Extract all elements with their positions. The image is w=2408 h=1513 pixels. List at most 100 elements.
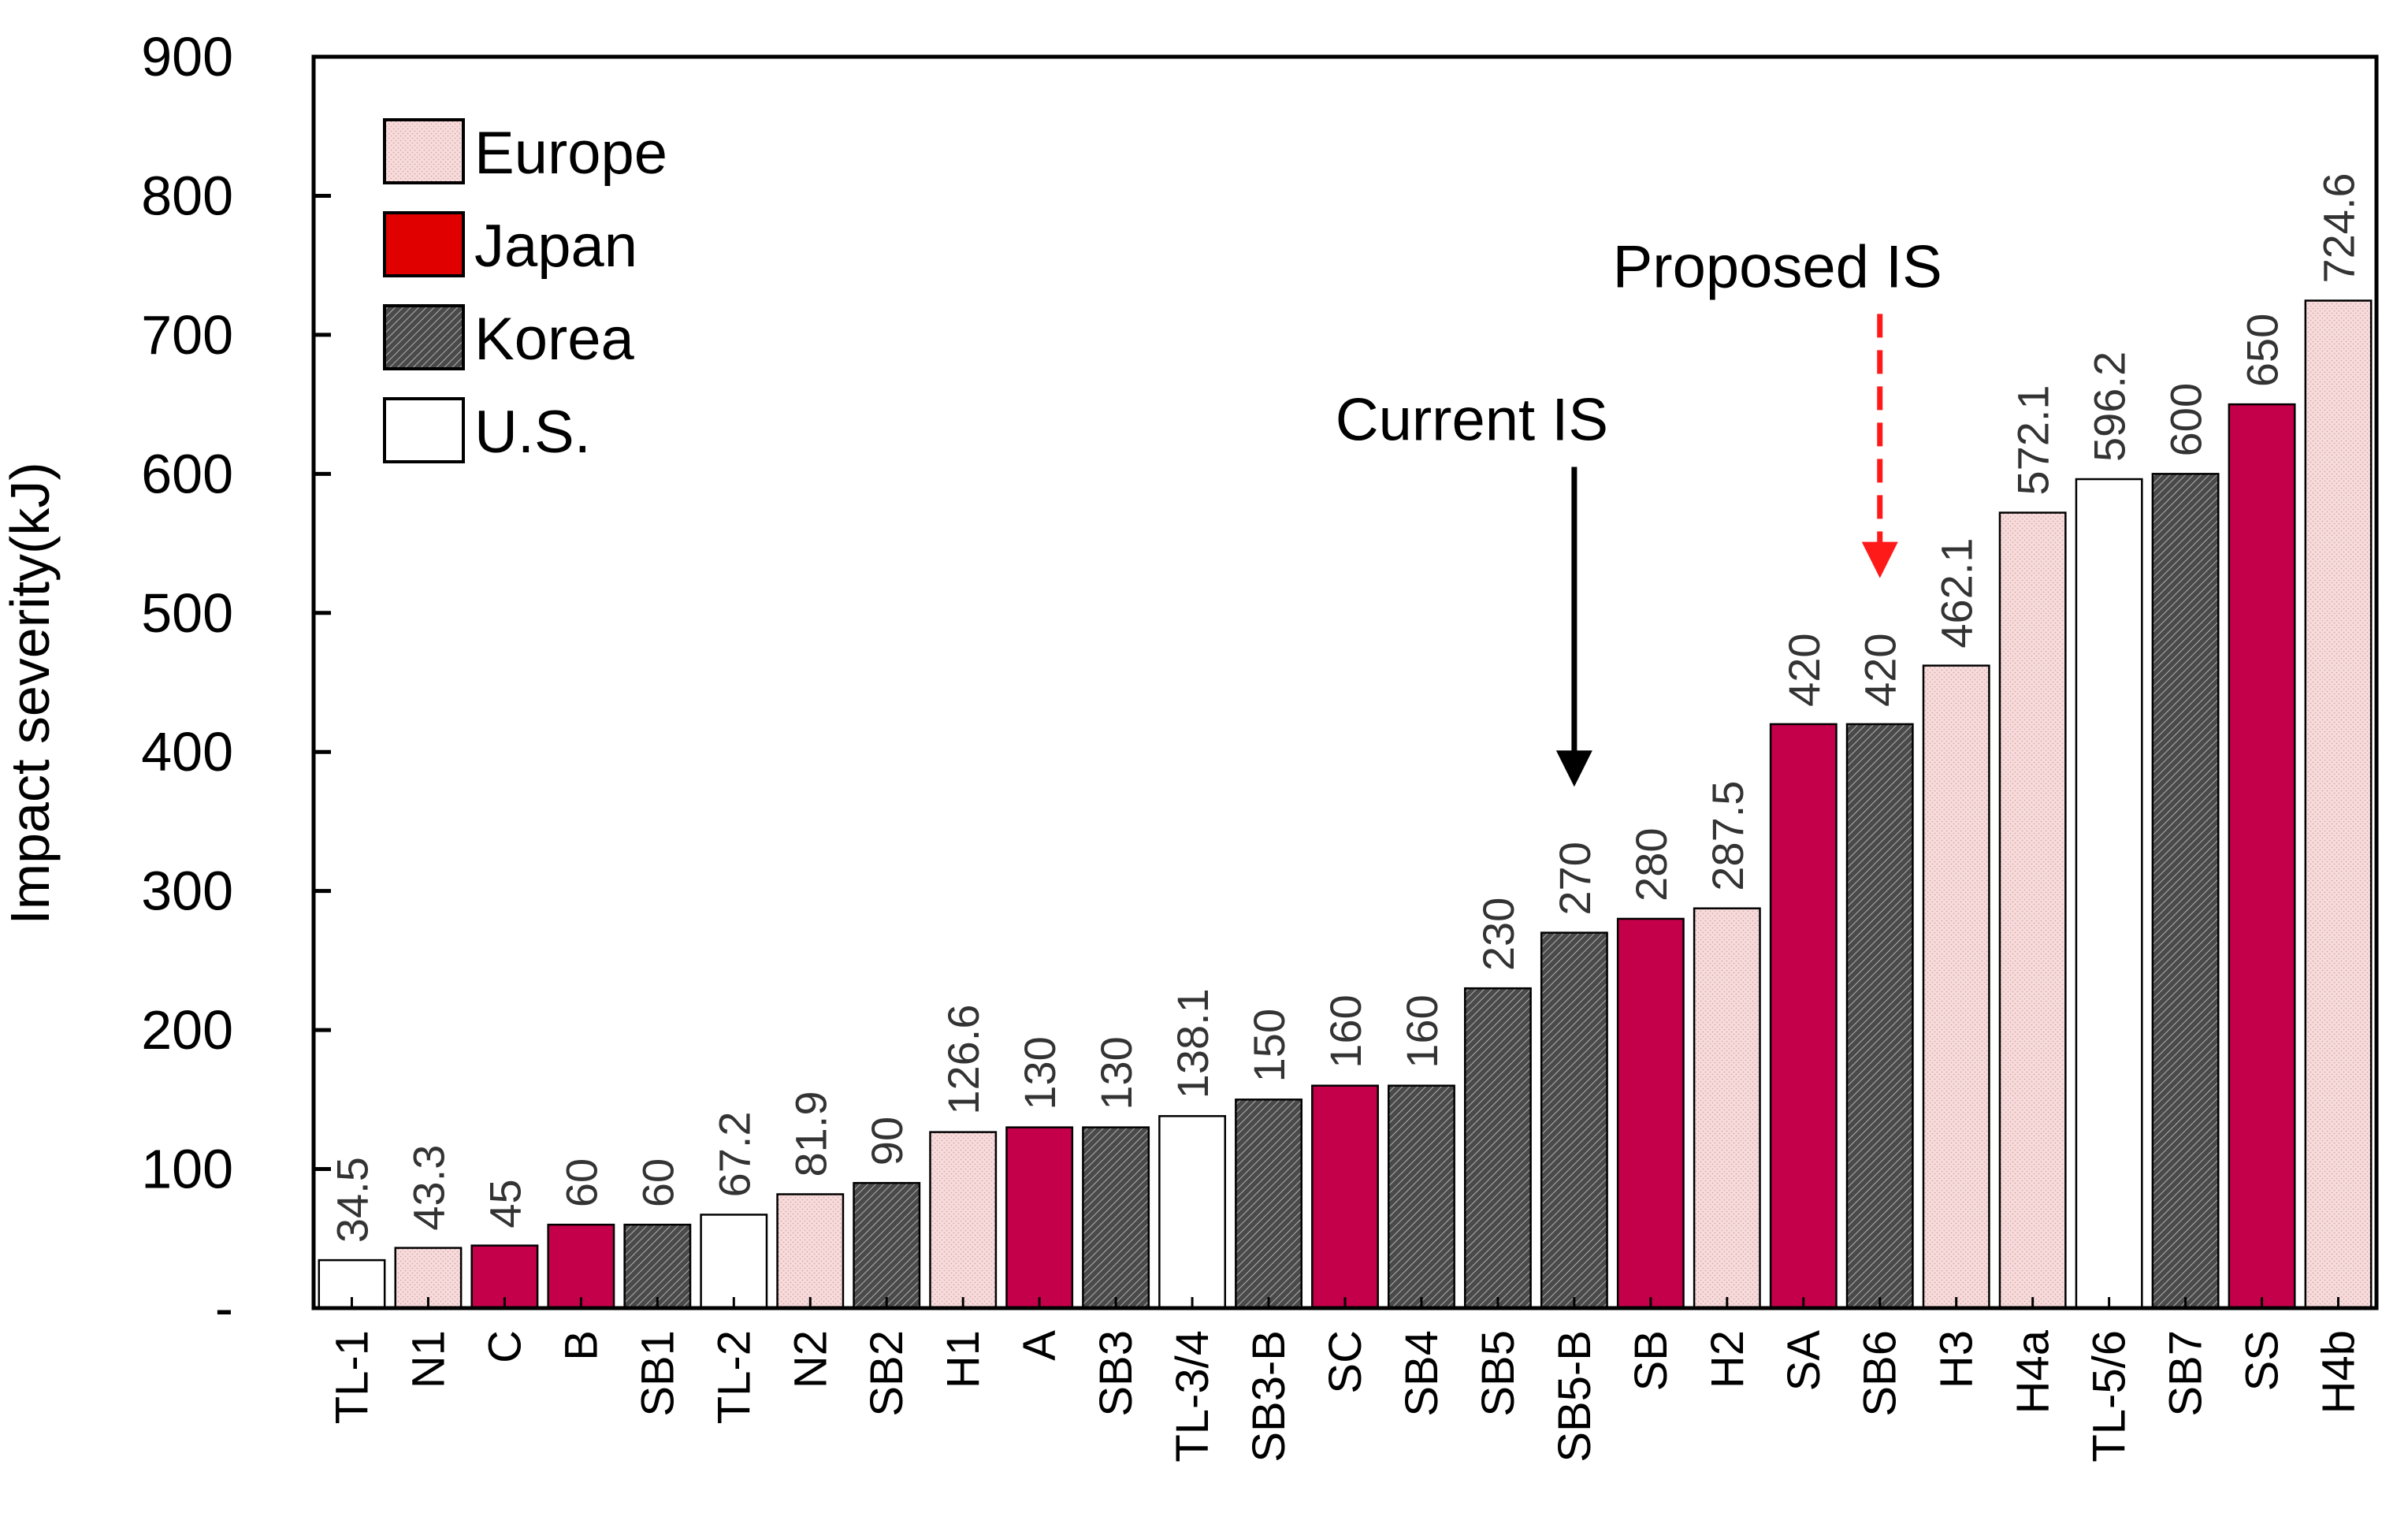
data-label: 270 bbox=[1550, 842, 1600, 915]
bar-sb7 bbox=[2151, 473, 2220, 1310]
bar-sc bbox=[1311, 1084, 1379, 1310]
data-label: 280 bbox=[1626, 828, 1676, 901]
bar-h3 bbox=[1922, 664, 1990, 1310]
data-label: 596.2 bbox=[2085, 351, 2135, 462]
y-tick-label: 600 bbox=[141, 443, 233, 504]
x-tick-label: SB3 bbox=[1091, 1330, 1142, 1417]
bar-sb3-b bbox=[1235, 1099, 1302, 1310]
data-label: 150 bbox=[1244, 1009, 1294, 1082]
x-tick-label: B bbox=[556, 1330, 607, 1361]
x-tick-label: TL-2 bbox=[708, 1330, 760, 1424]
y-tick-label: 100 bbox=[141, 1139, 233, 1200]
data-label: 572.1 bbox=[2009, 385, 2058, 495]
data-label: 160 bbox=[1321, 994, 1370, 1068]
x-tick-label: A bbox=[1014, 1330, 1065, 1361]
data-label: 230 bbox=[1473, 898, 1523, 971]
x-tick-label: SB4 bbox=[1396, 1330, 1447, 1417]
x-tick-label: H4a bbox=[2008, 1329, 2059, 1414]
bar-sb5 bbox=[1463, 987, 1532, 1310]
x-tick-label: SA bbox=[1778, 1330, 1830, 1392]
current-is-arrow-head bbox=[1555, 750, 1592, 787]
data-label: 126.6 bbox=[938, 1004, 988, 1114]
x-tick-label: H1 bbox=[938, 1330, 989, 1388]
data-label: 724.6 bbox=[2314, 173, 2364, 283]
bar-ss bbox=[2228, 403, 2296, 1310]
proposed-is-label: Proposed IS bbox=[1613, 233, 1942, 300]
legend-swatch-japan bbox=[383, 211, 465, 277]
y-tick-label: - bbox=[215, 1277, 233, 1339]
x-tick-label: SB1 bbox=[632, 1330, 683, 1417]
data-label: 43.3 bbox=[403, 1145, 453, 1231]
y-axis-title: Impact severity(kJ) bbox=[0, 462, 61, 924]
bar-b bbox=[547, 1223, 615, 1310]
bar-a bbox=[1005, 1126, 1074, 1310]
bar-sb3 bbox=[1082, 1126, 1150, 1310]
bar-sb1 bbox=[623, 1223, 692, 1310]
data-label: 60 bbox=[556, 1158, 606, 1207]
x-tick-label: H3 bbox=[1931, 1330, 1983, 1388]
current-is-label: Current IS bbox=[1336, 387, 1608, 454]
bar-h1 bbox=[929, 1131, 998, 1310]
x-tick-label: SB7 bbox=[2161, 1330, 2212, 1417]
legend: Europe Japan Korea U.S. bbox=[383, 118, 667, 466]
y-tick-label: 800 bbox=[141, 165, 233, 226]
x-tick-label: SC bbox=[1320, 1330, 1371, 1394]
x-tick-label: SB bbox=[1626, 1330, 1677, 1391]
legend-swatch-europe bbox=[383, 118, 465, 184]
annotations: Current IS Proposed IS bbox=[1336, 233, 1942, 787]
bar-sa bbox=[1769, 723, 1838, 1310]
data-label: 420 bbox=[1856, 633, 1905, 706]
y-tick-label: 400 bbox=[141, 721, 233, 783]
data-label: 138.1 bbox=[1168, 988, 1217, 1099]
x-tick-label: SB5 bbox=[1473, 1330, 1524, 1417]
data-label: 130 bbox=[1015, 1036, 1065, 1110]
legend-label: Europe bbox=[474, 120, 667, 187]
bar-tl-3-4 bbox=[1158, 1115, 1227, 1310]
data-label: 650 bbox=[2238, 314, 2287, 387]
bar-h4a bbox=[1998, 511, 2067, 1310]
x-tick-label: TL-3/4 bbox=[1167, 1330, 1218, 1463]
data-label: 600 bbox=[2161, 383, 2211, 456]
x-tick-label: H2 bbox=[1702, 1330, 1753, 1388]
y-tick-label: 500 bbox=[141, 582, 233, 644]
x-tick-label: N2 bbox=[785, 1330, 836, 1388]
y-tick-label: 700 bbox=[141, 304, 233, 366]
data-labels: 34.5 43.3 45 60 60 67.2 81.9 90 126.6 130 130 138.1… bbox=[327, 173, 2363, 1243]
bar-sb5-b bbox=[1540, 931, 1608, 1310]
data-label: 462.1 bbox=[1932, 538, 1982, 649]
bar-tl-5-6 bbox=[2075, 478, 2143, 1310]
data-label: 81.9 bbox=[786, 1091, 835, 1177]
data-label: 287.5 bbox=[1703, 781, 1752, 891]
x-tick-label: SB6 bbox=[1855, 1330, 1906, 1417]
bar-h4b bbox=[2304, 299, 2373, 1310]
x-tick-label: C bbox=[479, 1330, 530, 1363]
legend-swatch-korea bbox=[383, 304, 465, 370]
legend-label: Japan bbox=[474, 213, 637, 280]
data-label: 420 bbox=[1779, 633, 1829, 706]
data-label: 90 bbox=[862, 1117, 912, 1165]
x-axis: TL-1 N1 C B SB1 TL-2 N2 SB2 H1 A SB3 TL-3/4 SB3-B SC S… bbox=[326, 1297, 2365, 1463]
bar-h2 bbox=[1693, 907, 1761, 1310]
y-tick-label: 300 bbox=[141, 861, 233, 922]
x-tick-label: TL-5/6 bbox=[2084, 1330, 2135, 1463]
data-label: 34.5 bbox=[327, 1157, 377, 1243]
bar-sb2 bbox=[853, 1181, 921, 1310]
y-tick-label: 200 bbox=[141, 999, 233, 1061]
bar-sb bbox=[1616, 917, 1685, 1310]
bar-n2 bbox=[776, 1193, 845, 1310]
x-tick-label: N1 bbox=[403, 1330, 454, 1388]
data-label: 130 bbox=[1091, 1036, 1141, 1110]
data-label: 160 bbox=[1397, 994, 1447, 1068]
bar-tl-2 bbox=[700, 1214, 768, 1310]
x-tick-label: SB5-B bbox=[1549, 1330, 1600, 1463]
legend-label: U.S. bbox=[474, 399, 591, 466]
bars bbox=[318, 299, 2373, 1310]
proposed-is-arrow-head bbox=[1861, 541, 1898, 578]
x-tick-label: SB2 bbox=[861, 1330, 912, 1417]
bar-sb4 bbox=[1388, 1084, 1455, 1310]
data-label: 45 bbox=[480, 1179, 530, 1228]
legend-label: Korea bbox=[474, 306, 635, 373]
bar-sb6 bbox=[1845, 723, 1914, 1310]
data-label: 67.2 bbox=[709, 1111, 759, 1197]
